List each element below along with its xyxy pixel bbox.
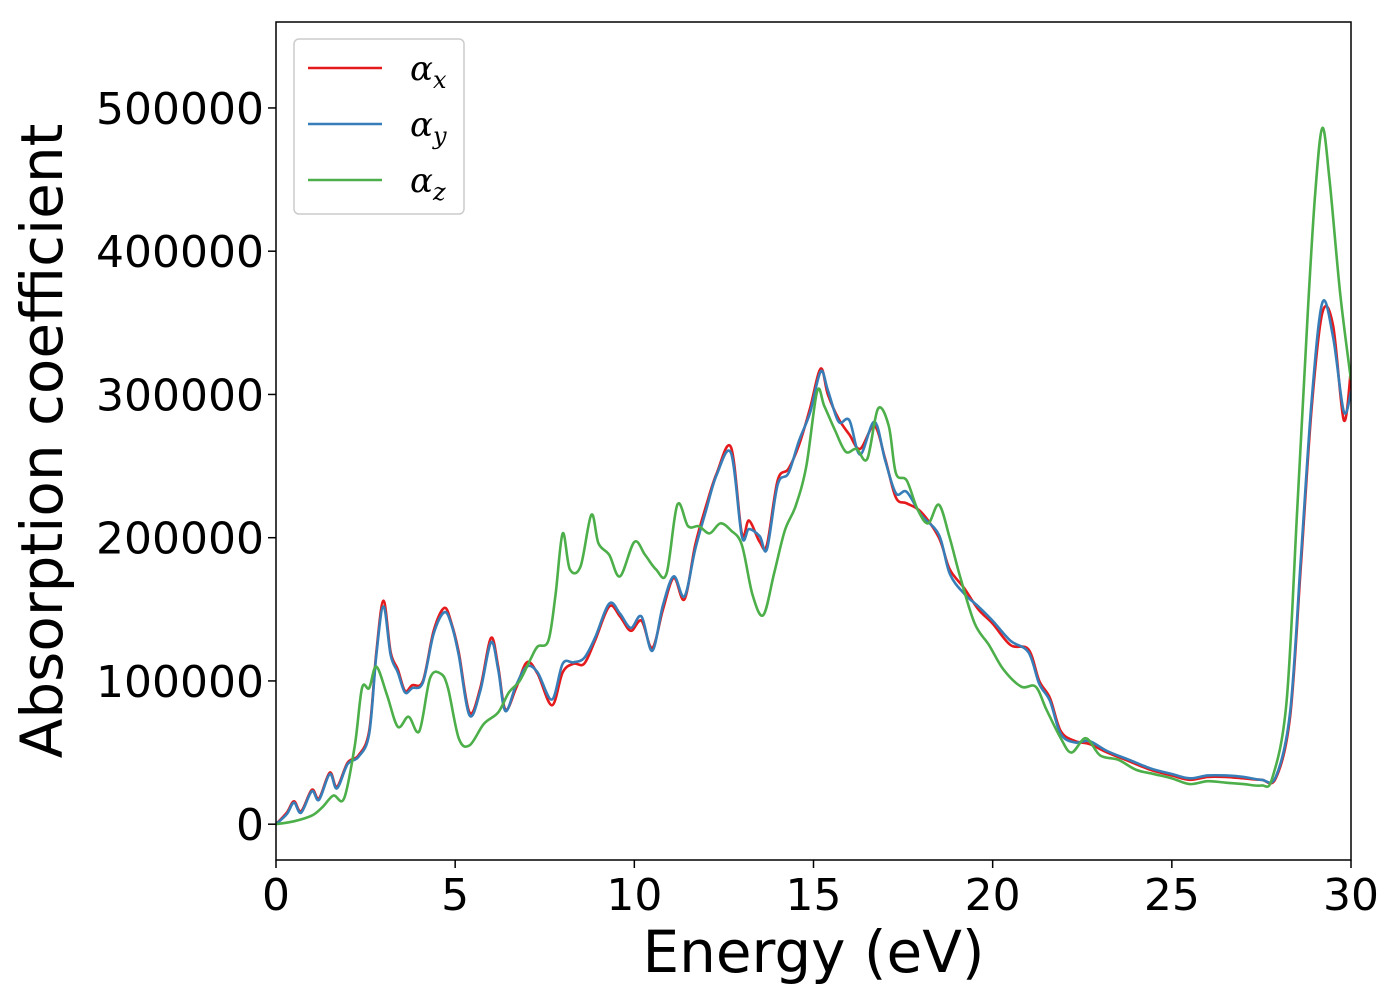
y-tick-label: 200000: [96, 514, 264, 565]
series-line-x: [276, 304, 1351, 826]
y-tick-label: 500000: [96, 84, 264, 135]
legend-box: [293, 38, 465, 215]
x-axis: 0 5 10 15 20 25 30: [262, 860, 1379, 921]
x-tick-label: 30: [1323, 870, 1379, 921]
x-tick-label: 5: [441, 870, 469, 921]
legend-label-base: α: [410, 49, 433, 89]
y-axis: 0 100000 200000 300000 400000 500000: [96, 84, 276, 851]
legend-label-subscript: y: [432, 122, 447, 150]
y-tick-label: 400000: [96, 227, 264, 278]
y-tick-label: 100000: [96, 657, 264, 708]
series-line-z: [276, 126, 1351, 826]
x-tick-label: 15: [786, 870, 842, 921]
legend-label-base: α: [410, 161, 433, 201]
legend-label-y: αy: [410, 105, 447, 150]
y-tick-label: 0: [236, 800, 264, 851]
x-tick-label: 25: [1144, 870, 1200, 921]
series-line-y: [276, 299, 1351, 826]
legend-label-z: αz: [410, 161, 446, 206]
series-lines: [276, 126, 1351, 826]
y-axis-title: Absorption coefficient: [8, 124, 76, 759]
x-tick-label: 20: [965, 870, 1021, 921]
x-axis-title: Energy (eV): [642, 918, 984, 986]
x-tick-label: 0: [262, 870, 290, 921]
legend-label-base: α: [410, 105, 433, 145]
legend-label-subscript: x: [433, 66, 447, 94]
legend-label-x: αx: [410, 49, 447, 94]
y-tick-label: 300000: [96, 370, 264, 421]
legend-label-subscript: z: [432, 178, 446, 206]
x-tick-label: 10: [606, 870, 662, 921]
